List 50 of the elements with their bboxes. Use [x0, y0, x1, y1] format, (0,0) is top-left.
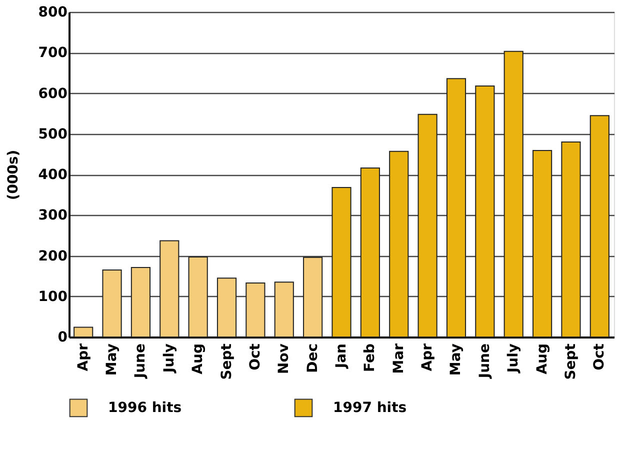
x-tick-label: Apr — [75, 343, 92, 372]
bar — [561, 142, 581, 338]
y-tick-label: 700 — [38, 45, 68, 62]
bar — [188, 256, 208, 338]
x-tick-label: July — [506, 344, 522, 374]
x-tick-label: Feb — [362, 344, 378, 372]
x-tick-label: Aug — [534, 344, 550, 374]
x-tick-label: Nov — [276, 344, 292, 374]
x-tick-label: June — [476, 344, 493, 380]
x-tick-label: Oct — [592, 343, 608, 370]
y-tick-label: 200 — [38, 248, 68, 264]
x-tick-label: Mar — [390, 343, 407, 374]
bar — [160, 240, 180, 338]
bar — [475, 85, 495, 338]
x-tick-label: Dec — [304, 344, 321, 373]
y-tick-label: 500 — [38, 126, 68, 142]
x-tick-label: June — [132, 344, 149, 380]
legend-label: 1997 hits — [333, 400, 407, 416]
bar — [590, 115, 610, 338]
bar — [274, 282, 294, 338]
bar — [216, 278, 237, 338]
bar — [504, 50, 524, 338]
x-tick-label: Apr — [420, 343, 436, 372]
bar — [246, 282, 266, 338]
x-tick-label: Sept — [218, 343, 235, 380]
x-tick-label: Sept — [562, 343, 579, 380]
y-tick-label: 0 — [58, 330, 68, 346]
bar — [389, 150, 409, 338]
bar — [102, 269, 122, 338]
x-tick-label: Oct — [247, 343, 264, 370]
bar — [446, 78, 466, 338]
y-tick-label: 600 — [38, 86, 68, 102]
x-tick-label: Aug — [190, 344, 206, 374]
x-tick-label: May — [104, 344, 120, 376]
bar — [74, 326, 94, 338]
legend-label: 1996 hits — [108, 400, 182, 416]
x-tick-label: May — [448, 344, 464, 376]
y-axis-title: (000s) — [5, 150, 22, 200]
y-tick-label: 800 — [38, 4, 68, 20]
y-tick-label: 100 — [38, 288, 68, 305]
bar — [130, 267, 151, 338]
y-tick-label: 400 — [38, 167, 68, 183]
bar — [532, 150, 552, 338]
y-tick-label: 300 — [38, 208, 68, 224]
x-tick-label: Jan — [334, 344, 350, 370]
bar — [332, 187, 352, 338]
x-tick-label: July — [161, 344, 178, 374]
bar — [303, 256, 323, 338]
bar — [418, 114, 438, 338]
bar — [360, 168, 380, 338]
